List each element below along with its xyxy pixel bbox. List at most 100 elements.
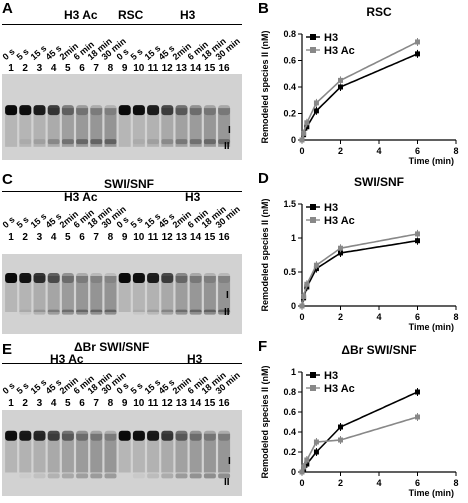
gel-band-i	[76, 430, 89, 441]
x-tick-label: 2	[338, 478, 343, 488]
y-axis-label: Remodeled species II (nM)	[260, 198, 270, 311]
gel-band-i	[203, 430, 216, 441]
y-tick-label: 0.4	[283, 82, 296, 92]
gel-a-right-title: H3	[180, 8, 196, 22]
gel-c-image	[2, 254, 242, 334]
gel-smear	[189, 433, 202, 473]
gel-c-lane-number: 12	[161, 232, 173, 243]
gel-c-lane-number: 6	[79, 232, 85, 243]
x-tick-label: 8	[453, 312, 458, 322]
x-tick-label: 2	[338, 312, 343, 322]
gel-e-enzyme-title: ΔBr SWI/SNF	[74, 340, 150, 354]
gel-band-ii	[147, 473, 160, 479]
x-tick-label: 8	[453, 146, 458, 156]
gel-smear	[76, 108, 89, 147]
gel-band-ii	[175, 309, 188, 315]
gel-band-ii	[33, 473, 46, 479]
chart-f: ΔBr SWI/SNF 0 2 4 6 8 0 0.2 0.4 0.6 0.8 1 Time (min)…	[258, 338, 464, 498]
gel-c-lane-number: 9	[121, 232, 128, 243]
x-tick-label: 0	[299, 146, 304, 156]
gel-a-lane-number: 2	[22, 63, 28, 74]
gel-c-lane-number: 2	[22, 232, 28, 243]
gel-band-ii	[175, 473, 188, 479]
gel-e-left-title: H3 Ac	[50, 352, 84, 366]
gel-a-lane-number: 11	[147, 63, 159, 74]
gel-a-lane-number: 13	[175, 63, 187, 74]
gel-smear	[132, 276, 145, 312]
gel-smear	[161, 108, 174, 147]
gel-smear	[33, 108, 46, 147]
gel-band-i	[33, 430, 46, 441]
gel-c-lane-number: 10	[133, 232, 145, 243]
gel-smear	[175, 108, 188, 147]
gel-band-i	[104, 105, 117, 116]
gel-band-ii	[218, 139, 231, 145]
gel-band-ii	[61, 139, 74, 145]
gel-c-right-title: H3	[185, 190, 201, 204]
gel-band-ii	[104, 309, 117, 315]
series-line	[301, 233, 418, 307]
gel-e-lane-number: 1	[8, 398, 14, 409]
x-tick-label: 2	[338, 146, 343, 156]
x-tick-label: 6	[415, 146, 420, 156]
x-axis-label: Time (min)	[409, 488, 454, 498]
y-tick-label: 0	[291, 467, 296, 477]
gel-c-left-title: H3 Ac	[64, 190, 98, 204]
gel-a-lane-number: 8	[107, 63, 114, 74]
gel-band-i	[5, 273, 18, 283]
gel-band-ii	[33, 309, 46, 315]
gel-band-ii	[147, 139, 160, 145]
x-axis-label: Time (min)	[409, 322, 454, 332]
gel-band-i	[203, 273, 216, 283]
gel-band-ii	[33, 139, 46, 145]
gel-band-i	[218, 430, 231, 441]
gel-band-ii	[203, 473, 216, 479]
gel-band-i	[189, 105, 202, 116]
gel-band-i	[132, 273, 145, 283]
gel-band-ii	[19, 139, 32, 145]
gel-band-i	[47, 273, 60, 283]
gel-band-i	[104, 430, 117, 441]
gel-band-ii	[218, 309, 231, 315]
gel-a-lane-number: 1	[8, 63, 14, 74]
gel-band-i	[19, 273, 32, 283]
series-line	[301, 41, 418, 141]
gel-e-lane-number: 16	[218, 398, 230, 409]
gel-a-lane-number: 4	[50, 63, 57, 74]
gel-band-ii	[189, 473, 202, 479]
gel-e-band-ii-label: II	[224, 477, 230, 488]
gel-c-lane-number: 13	[175, 232, 187, 243]
gel-e-right-title: H3	[187, 352, 203, 366]
gel-smear	[218, 276, 231, 312]
x-tick-label: 6	[415, 478, 420, 488]
gel-band-i	[76, 105, 89, 116]
gel-a-lane-number: 10	[133, 63, 145, 74]
series-line	[301, 239, 418, 307]
gel-e-lane-number: 4	[50, 398, 57, 409]
gel-a-band-ii-label: II	[224, 141, 230, 152]
gel-smear	[5, 276, 18, 312]
gel-band-ii	[132, 473, 145, 479]
gel-smear	[203, 108, 216, 147]
gel-band-i	[33, 273, 46, 283]
gel-smear	[76, 276, 89, 312]
gel-a-lane-number: 9	[121, 63, 128, 74]
gel-band-i	[161, 105, 174, 116]
gel-band-ii	[76, 139, 89, 145]
gel-e-lane-number: 15	[204, 398, 216, 409]
gel-band-ii	[203, 139, 216, 145]
gel-band-i	[19, 430, 32, 441]
gel-smear	[47, 108, 60, 147]
series-line	[301, 416, 418, 473]
gel-smear	[76, 433, 89, 473]
gel-smear	[189, 276, 202, 312]
panel-letter-a: A	[2, 0, 13, 17]
gel-smear	[19, 276, 32, 312]
gel-band-ii	[161, 309, 174, 315]
y-tick-label: 0.2	[283, 447, 296, 457]
gel-e-lane-number: 7	[93, 398, 99, 409]
gel-band-i	[90, 105, 103, 116]
y-tick-label: 0	[291, 301, 296, 311]
y-tick-label: 0.6	[283, 56, 296, 66]
gel-band-i	[132, 430, 145, 441]
